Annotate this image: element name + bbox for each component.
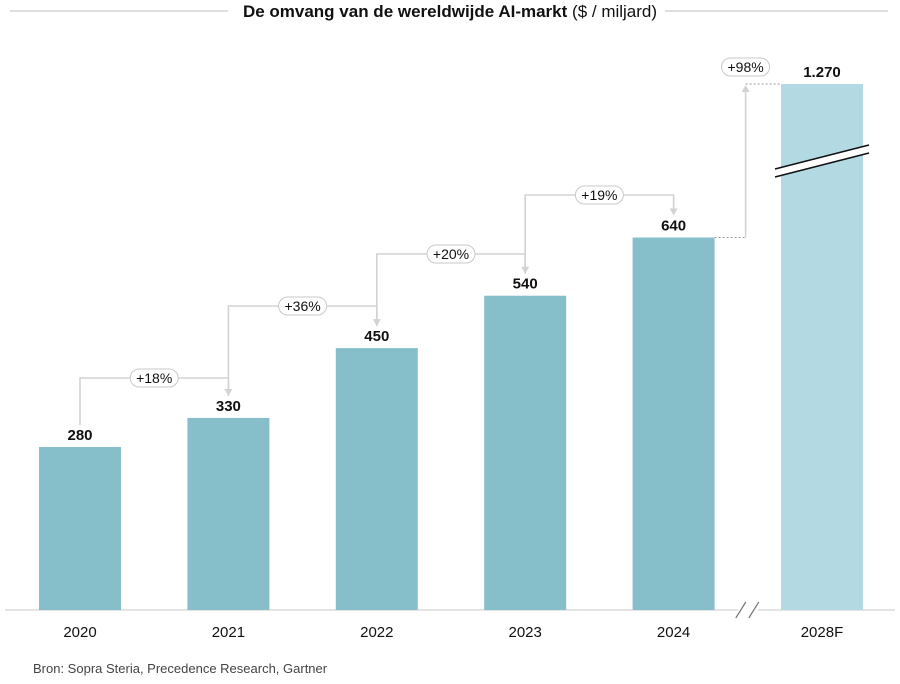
growth-label-2: +20% [433,246,469,262]
category-label-2024: 2024 [657,624,690,641]
source-note: Bron: Sopra Steria, Precedence Research,… [33,661,328,676]
value-label-2021: 330 [216,398,241,415]
category-label-2020: 2020 [63,624,96,641]
chart-title: De omvang van de wereldwijde AI-markt ($… [243,2,657,21]
growth-arrow-3 [669,208,678,216]
growth-label-3: +19% [581,187,617,203]
bar-2021 [187,417,270,610]
chart-title-main: De omvang van de wereldwijde AI-markt [243,2,568,21]
axis-break-line-lower [774,152,870,178]
forecast-arrow [741,85,750,92]
chart-title-unit: ($ / miljard) [572,2,657,21]
value-label-2024: 640 [661,218,686,235]
growth-label-1: +36% [284,298,320,314]
bar-2023 [484,295,567,610]
axis-break-line-upper [774,144,870,170]
value-label-2028F: 1.270 [803,64,841,81]
growth-label-4: +98% [727,59,763,75]
axis-break-gap [775,145,869,177]
value-label-2020: 280 [67,427,92,444]
value-label-2022: 450 [364,328,389,345]
category-label-2022: 2022 [360,624,393,641]
category-label-2023: 2023 [509,624,542,641]
category-label-2021: 2021 [212,624,245,641]
bar-2022 [335,348,418,610]
baseline-break-mark-right [748,601,760,619]
growth-label-0: +18% [136,370,172,386]
bar-2024 [632,237,715,610]
baseline-break-mark-left [735,601,747,619]
growth-pill-2 [426,244,476,264]
plot-area: 280 2020 330 2021 450 2022 540 2023 640 2024 1.270… [5,57,895,641]
bar-2020 [39,447,121,610]
growth-pill-3 [574,185,624,205]
category-label-2028F: 2028F [801,624,844,641]
growth-pill-4 [721,57,771,77]
growth-pill-0 [129,368,179,388]
growth-pill-1 [278,296,328,316]
value-label-2023: 540 [513,276,538,293]
